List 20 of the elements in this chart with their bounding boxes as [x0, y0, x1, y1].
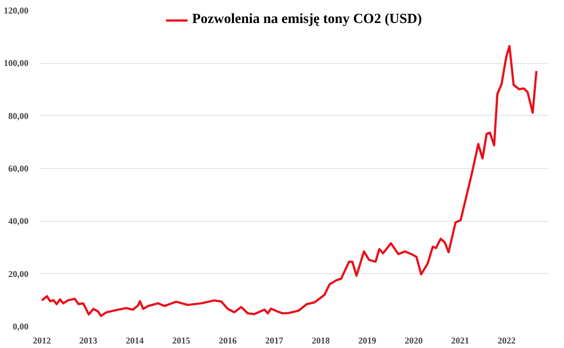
y-tick-label: 0,00 [12, 322, 29, 332]
y-tick-label: 20,00 [8, 268, 29, 279]
legend-label: Pozwolenia na emisję tony CO2 (USD) [192, 12, 422, 28]
x-tick-label: 2012 [32, 336, 52, 346]
x-tick-label: 2021 [451, 336, 470, 346]
x-tick-label: 2013 [79, 336, 98, 346]
y-tick-label: 120,00 [4, 6, 29, 16]
y-tick-label: 80,00 [8, 110, 29, 121]
x-tick-label: 2019 [358, 336, 377, 346]
x-tick-label: 2017 [265, 336, 284, 346]
x-tick-label: 2018 [312, 336, 330, 346]
x-tick-label: 2014 [126, 336, 144, 346]
y-tick-label: 60,00 [8, 164, 29, 174]
y-tick-label: 40,00 [8, 216, 29, 226]
x-tick-label: 2016 [218, 336, 238, 346]
x-tick-label: 2020 [404, 336, 424, 346]
line-series [40, 44, 538, 318]
x-tick-label: 2022 [498, 336, 516, 346]
x-tick-label: 2015 [172, 336, 191, 346]
y-tick-label: 100,00 [4, 58, 29, 68]
